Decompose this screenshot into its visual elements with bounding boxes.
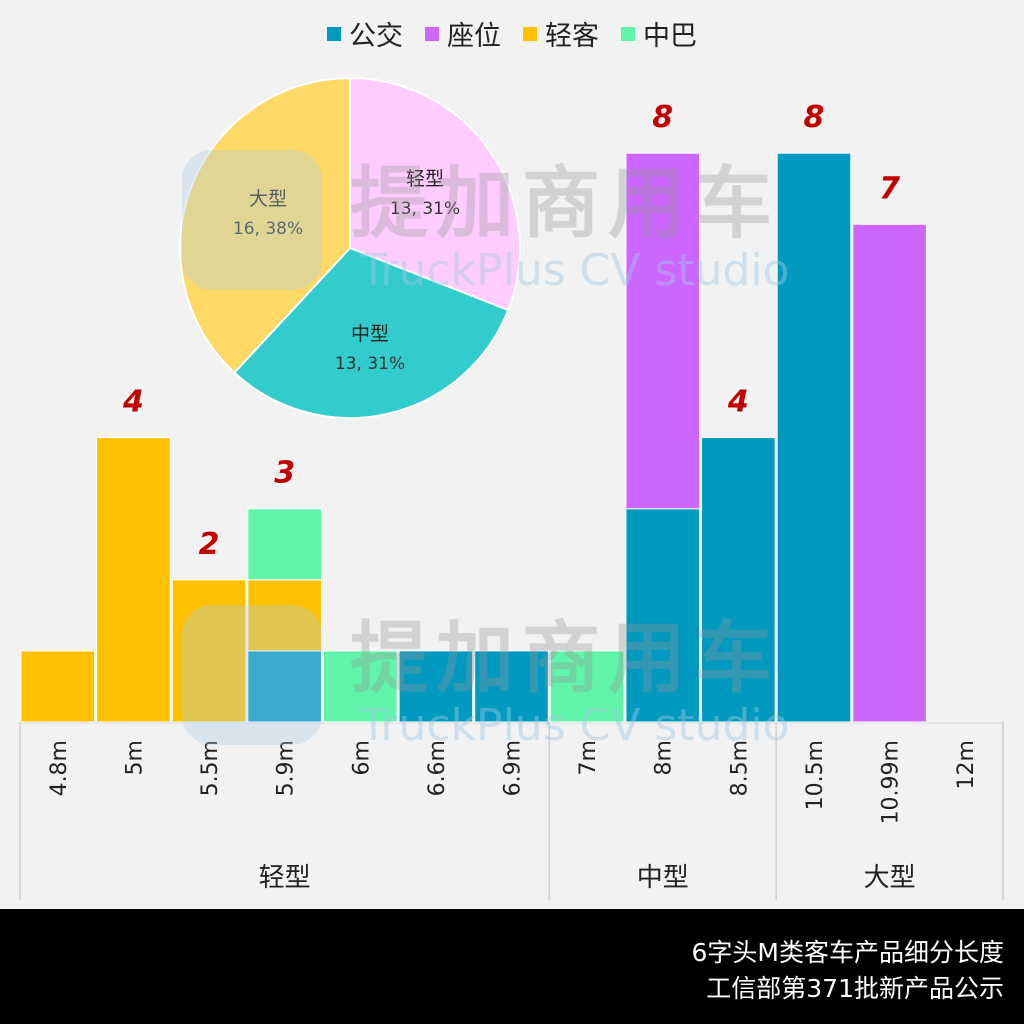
legend-label: 轻客 xyxy=(545,21,599,52)
bar-segment xyxy=(398,650,474,723)
bar-chart: 轻型 13, 31% 中型 13, 31% 大型 16, 38% 4.8m 5m 5.5m 5.9… xyxy=(19,76,1004,900)
watermark-logo-icon xyxy=(182,150,322,290)
bar-total-label: 8 xyxy=(804,100,825,135)
x-tick-label: 6.9m xyxy=(501,740,526,796)
x-tick-label: 5.5m xyxy=(198,740,223,796)
x-tick-label: 6m xyxy=(349,740,374,775)
x-tick-label: 4.8m xyxy=(47,740,72,796)
legend-item-light-bus: 轻客 xyxy=(523,14,599,53)
legend-swatch-minibus xyxy=(621,26,635,41)
bar-segment xyxy=(625,152,701,510)
group-label: 大型 xyxy=(864,863,916,893)
watermark-logo-icon xyxy=(182,605,322,745)
pie-label-value: 13, 31% xyxy=(390,199,460,219)
bar-segment xyxy=(96,437,171,723)
footer-banner: 6字头M类客车产品细分长度 工信部第371批新产品公示 xyxy=(0,909,1024,1024)
bar-segment xyxy=(247,579,322,652)
bar-total-label: 7 xyxy=(879,171,900,206)
pie-label-name: 轻型 xyxy=(406,168,444,190)
group-label: 中型 xyxy=(637,863,689,893)
bar-total-label: 3 xyxy=(274,456,295,491)
pie-label-name: 大型 xyxy=(249,188,287,210)
bar-segment xyxy=(625,508,701,723)
bar-segment xyxy=(474,650,549,723)
bar-segment xyxy=(247,508,322,581)
pie-label-value: 16, 38% xyxy=(233,219,303,239)
legend-swatch-seat xyxy=(425,26,439,41)
bar-segment xyxy=(20,650,96,723)
bar-segment xyxy=(171,579,247,723)
legend-swatch-light-bus xyxy=(523,26,537,41)
x-tick-label: 6.6m xyxy=(425,740,450,796)
watermark-text-en: TruckPlus CV studio xyxy=(359,245,790,296)
legend-label: 中巴 xyxy=(643,21,697,52)
bar-segment xyxy=(701,437,776,723)
footer-subtitle: 工信部第371批新产品公示 xyxy=(706,974,1004,1003)
x-tick-label: 8m xyxy=(652,740,677,775)
x-tick-label: 10.99m xyxy=(879,740,904,824)
bar-segment xyxy=(852,223,927,723)
watermark-text-en: TruckPlus CV studio xyxy=(359,700,790,751)
watermark-text: 提加商用车 xyxy=(350,159,780,249)
x-tick-label: 8.5m xyxy=(727,740,752,796)
pie-label-value: 13, 31% xyxy=(335,354,405,374)
legend-label: 公交 xyxy=(349,21,403,52)
x-tick-label: 5.9m xyxy=(274,740,299,796)
pie-slice-2 xyxy=(179,76,351,375)
pie-slice-0 xyxy=(349,76,521,312)
bar-total-label: 4 xyxy=(727,385,749,420)
group-label: 轻型 xyxy=(259,863,311,893)
bar-segment xyxy=(549,650,625,723)
legend-label: 座位 xyxy=(447,21,501,52)
legend-item-minibus: 中巴 xyxy=(621,14,697,53)
pie-slice-1 xyxy=(232,246,510,419)
bar-total-label: 8 xyxy=(652,100,673,135)
bar-segment xyxy=(776,152,852,723)
pie-label-name: 中型 xyxy=(351,323,389,345)
legend-item-seat: 座位 xyxy=(425,14,501,53)
legend: 公交 座位 轻客 中巴 xyxy=(0,14,1024,53)
footer-title: 6字头M类客车产品细分长度 xyxy=(691,938,1004,967)
watermark-text: 提加商用车 xyxy=(350,614,780,704)
x-tick-label: 10.5m xyxy=(803,740,828,810)
chart-area: 公交 座位 轻客 中巴 轻型 13, 31% 中型 13, 31% 大型 16, 38% 4… xyxy=(0,14,1024,900)
x-tick-label: 5m xyxy=(122,740,147,775)
legend-item-bus: 公交 xyxy=(327,14,403,53)
bar-total-label: 4 xyxy=(122,385,144,420)
x-tick-label: 7m xyxy=(576,740,601,775)
legend-swatch-bus xyxy=(327,26,341,41)
x-tick-label: 12m xyxy=(954,740,979,789)
bar-segment xyxy=(322,650,398,723)
bar-total-label: 2 xyxy=(199,527,220,562)
